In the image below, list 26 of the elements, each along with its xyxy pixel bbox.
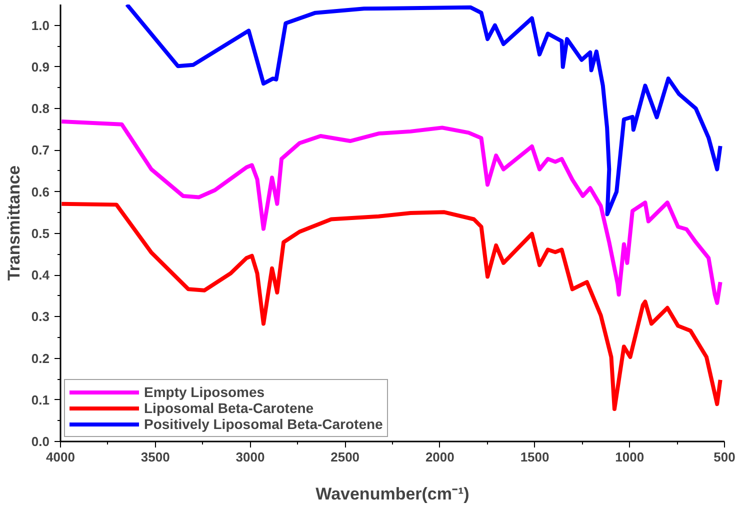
line-series [60, 119, 722, 305]
x-tick-label: 3000 [236, 450, 265, 464]
legend-label: Positively Liposomal Beta-Carotene [144, 416, 383, 432]
x-axis-title: Wavenumber(cm⁻¹) [316, 484, 470, 504]
y-tick-label: 0.5 [31, 226, 50, 241]
y-tick-label: 1.0 [31, 18, 50, 33]
x-tick-label: 3500 [140, 450, 170, 464]
y-tick-label: 0.0 [31, 434, 50, 449]
x-tick-label: 2000 [425, 450, 454, 464]
x-tick-label: 2500 [330, 450, 360, 464]
x-tick-label: 500 [714, 450, 736, 464]
y-axis-title: Transmittance [4, 165, 24, 281]
y-tick-label: 0.7 [31, 142, 50, 158]
legend-label: Empty Liposomes [144, 384, 265, 400]
legend-label: Liposomal Beta-Carotene [144, 400, 314, 416]
x-tick-label: 1500 [520, 450, 550, 464]
y-tick-label: 0.6 [31, 184, 50, 200]
x-tick-label: 4000 [46, 450, 75, 464]
y-tick-label: 0.9 [31, 59, 50, 74]
y-tick-label: 0.1 [31, 392, 50, 408]
y-tick-label: 0.8 [31, 101, 50, 116]
y-tick-label: 0.2 [31, 350, 50, 366]
y-tick-label: 0.4 [31, 268, 50, 283]
x-tick-label: 1000 [615, 450, 644, 464]
line-series [124, 4, 722, 216]
y-tick-label: 0.3 [31, 309, 50, 324]
